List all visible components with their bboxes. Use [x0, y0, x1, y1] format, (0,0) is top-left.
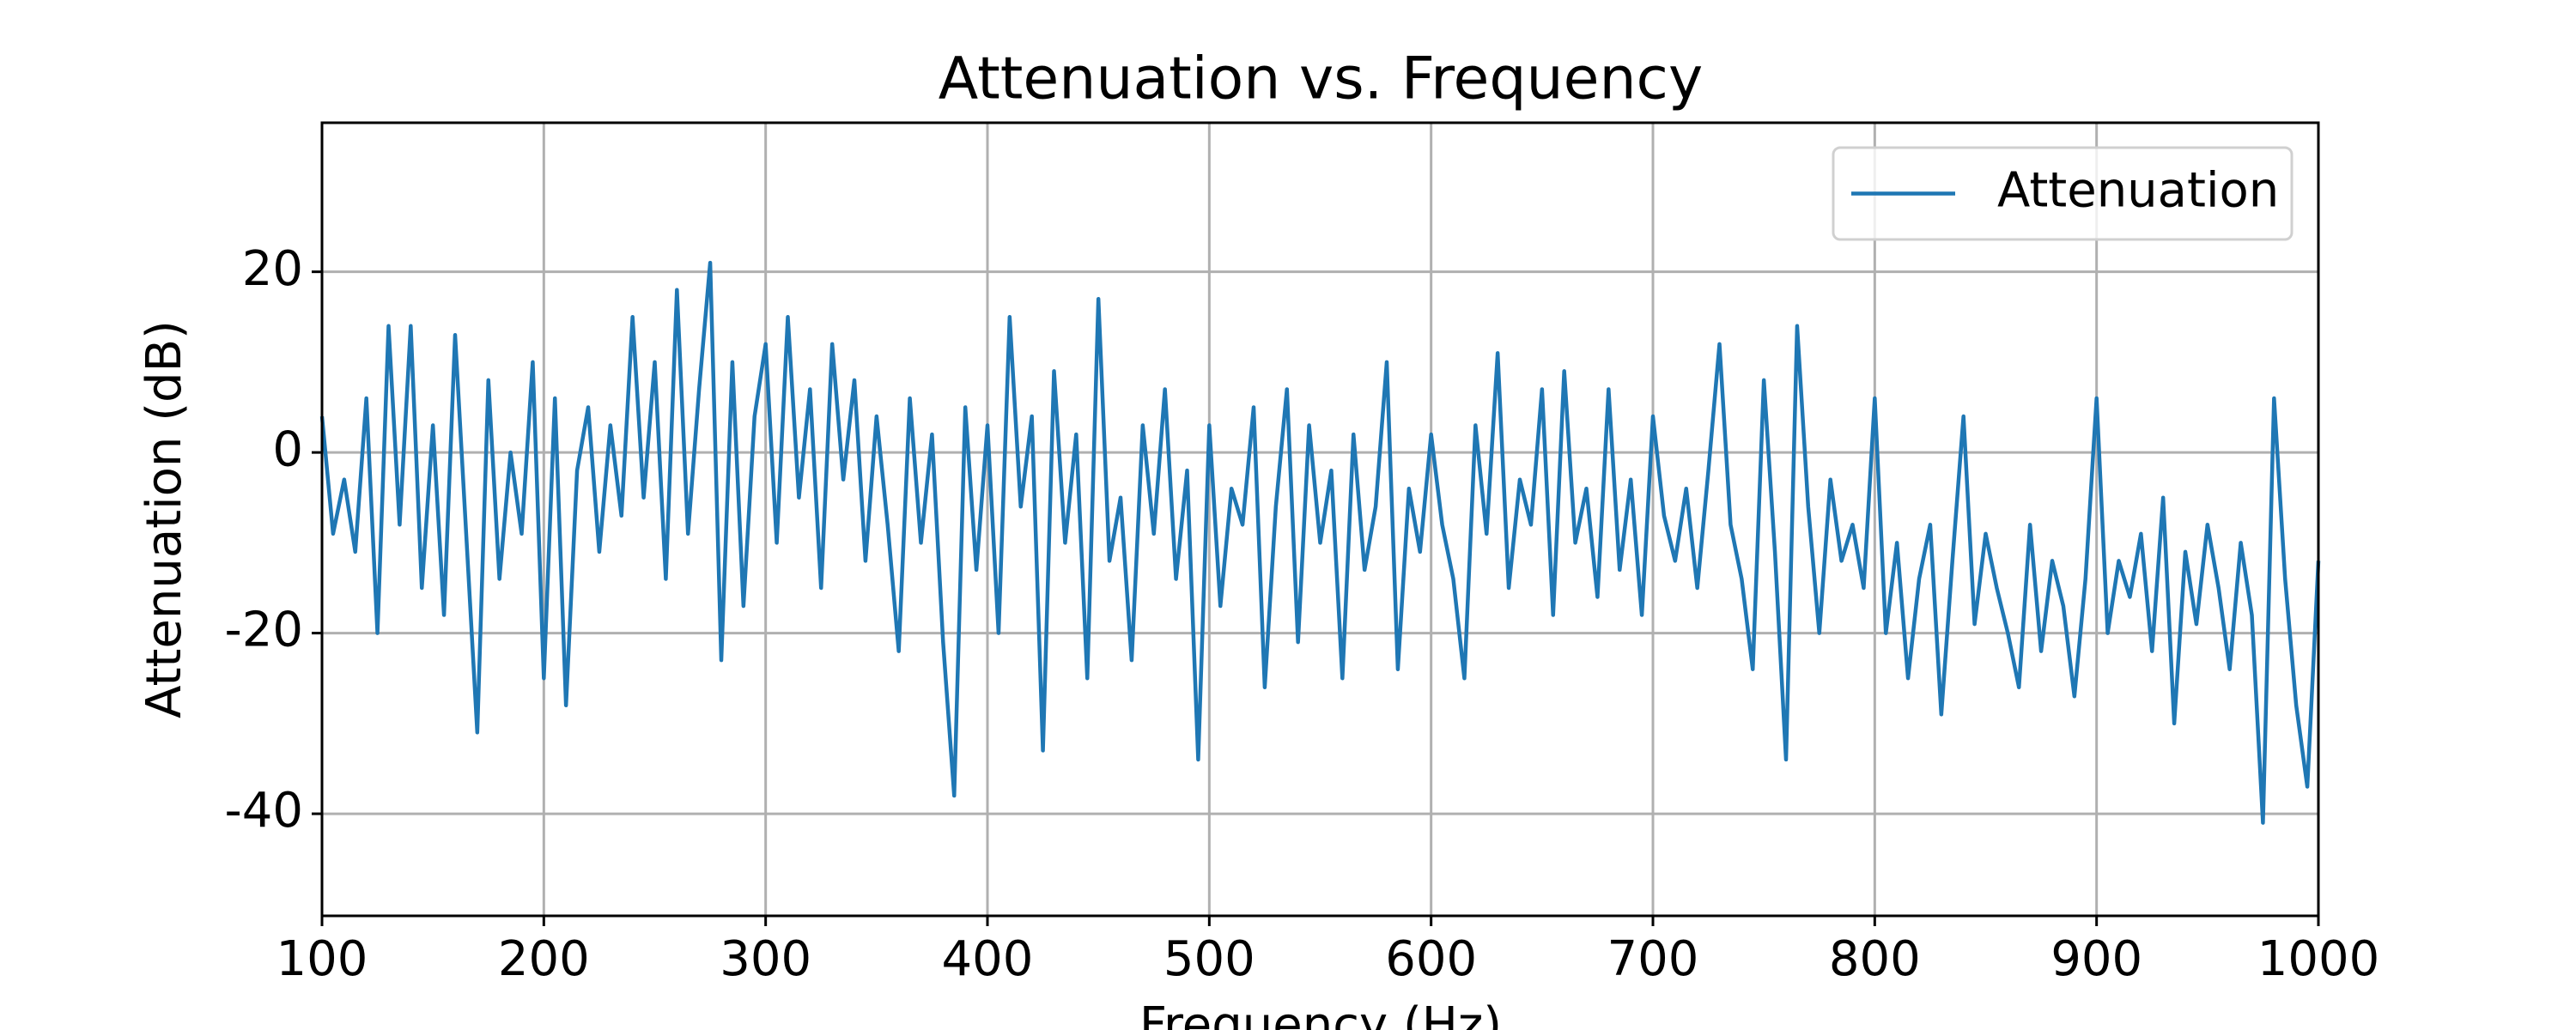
data-line: [319, 260, 2321, 825]
x-tick-label: 300: [720, 931, 811, 987]
x-tick-label: 1000: [2257, 931, 2380, 987]
x-tick-label: 200: [498, 931, 590, 987]
x-tick-label: 900: [2050, 931, 2142, 987]
x-tick-label: 100: [276, 931, 368, 987]
x-tick-label: 700: [1607, 931, 1699, 987]
plot-frame: [320, 121, 2320, 918]
chart-title: Attenuation vs. Frequency: [939, 45, 1703, 113]
y-axis-label: Attenuation (dB): [137, 320, 192, 718]
x-tick-label: 600: [1385, 931, 1477, 987]
y-tick-label: -20: [225, 603, 303, 658]
legend-box: [1832, 146, 2293, 241]
y-tick-label: 0: [272, 421, 303, 477]
x-tick-label: 400: [942, 931, 1034, 987]
x-tick-label: 500: [1163, 931, 1255, 987]
y-tick-label: -40: [225, 783, 303, 839]
x-axis-label: Frequency (Hz): [1139, 997, 1502, 1030]
legend-label: Attenuation: [1997, 163, 2279, 219]
y-tick-label: 20: [242, 241, 303, 297]
x-tick-label: 800: [1829, 931, 1921, 987]
